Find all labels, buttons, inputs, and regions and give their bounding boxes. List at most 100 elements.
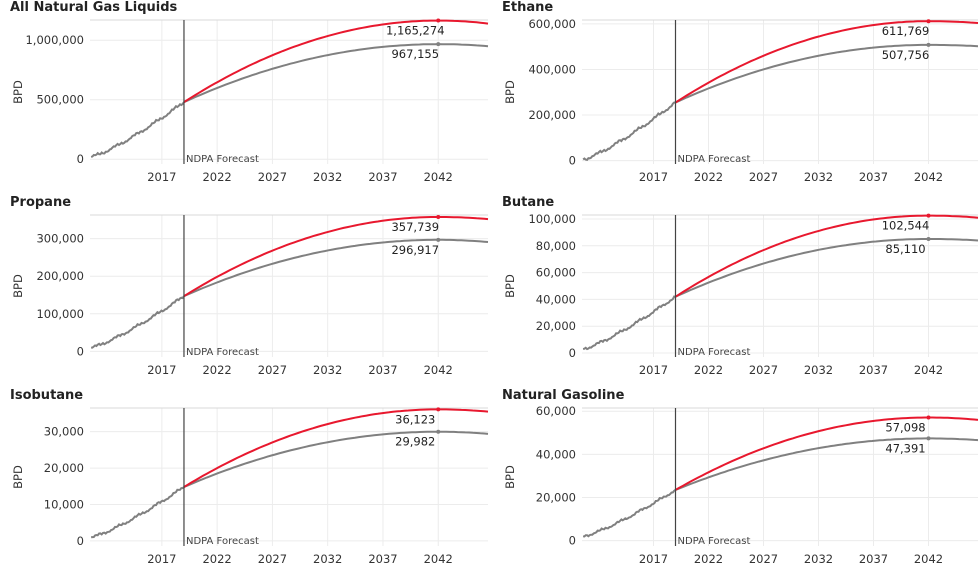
y-tick-label: 300,000 bbox=[36, 232, 84, 246]
peak-data-label: 102,544 bbox=[882, 219, 930, 233]
x-tick-label: 2042 bbox=[914, 363, 943, 377]
y-axis-label: BPD bbox=[503, 274, 517, 298]
chart-title: Natural Gasoline bbox=[502, 388, 625, 403]
x-tick-label: 2032 bbox=[313, 170, 342, 184]
y-tick-label: 0 bbox=[77, 344, 84, 358]
peak-data-label: 36,123 bbox=[395, 412, 435, 426]
peak-data-label: 357,739 bbox=[391, 220, 439, 234]
peak-data-label: 1,165,274 bbox=[386, 24, 445, 38]
peak-data-label: 47,391 bbox=[885, 441, 925, 455]
y-tick-label: 60,000 bbox=[536, 404, 576, 418]
x-tick-label: 2042 bbox=[914, 170, 943, 184]
x-tick-label: 2027 bbox=[749, 363, 778, 377]
y-tick-label: 30,000 bbox=[44, 425, 84, 439]
x-tick-label: 2017 bbox=[147, 363, 176, 377]
x-tick-label: 2032 bbox=[804, 170, 833, 184]
forecast-high-peak-point bbox=[926, 19, 931, 24]
history-line bbox=[582, 489, 677, 538]
chart-plot: 0 10,000 20,000 30,000 2017 2022 2027 2032 2037 2… bbox=[11, 407, 489, 566]
forecast-high-line bbox=[675, 416, 978, 491]
y-tick-label: 20,000 bbox=[536, 319, 576, 333]
x-tick-label: 2027 bbox=[749, 170, 778, 184]
forecast-high-line bbox=[674, 20, 978, 104]
x-tick-label: 2027 bbox=[749, 552, 778, 566]
chart-title: Propane bbox=[10, 195, 72, 210]
y-tick-label: 0 bbox=[77, 152, 84, 166]
x-tick-label: 2037 bbox=[859, 552, 888, 566]
peak-data-label: 85,110 bbox=[885, 242, 925, 256]
x-tick-label: 2022 bbox=[694, 363, 723, 377]
forecast-high-peak-point bbox=[436, 214, 441, 219]
y-tick-label: 100,000 bbox=[528, 212, 576, 226]
y-tick-label: 60,000 bbox=[536, 266, 576, 280]
x-tick-label: 2022 bbox=[202, 552, 231, 566]
y-axis-label: BPD bbox=[503, 465, 517, 489]
x-tick-label: 2037 bbox=[859, 363, 888, 377]
y-tick-label: 40,000 bbox=[536, 292, 576, 306]
x-tick-label: 2037 bbox=[859, 170, 888, 184]
chart-panel-all-ngl: All Natural Gas Liquids 0 500,000 1,000,00… bbox=[10, 0, 489, 192]
x-tick-label: 2042 bbox=[424, 552, 453, 566]
x-tick-label: 2017 bbox=[639, 363, 668, 377]
forecast-start-label: NDPA Forecast bbox=[678, 154, 751, 165]
forecast-start-label: NDPA Forecast bbox=[186, 154, 259, 165]
history-line bbox=[90, 486, 185, 539]
peak-data-label: 57,098 bbox=[885, 420, 925, 434]
y-tick-label: 600,000 bbox=[528, 17, 576, 31]
forecast-start-label: NDPA Forecast bbox=[186, 347, 259, 358]
peak-data-label: 611,769 bbox=[882, 24, 930, 38]
forecast-high-line bbox=[674, 214, 978, 298]
chart-plot: 0 20,000 40,000 60,000 2017 2022 2027 2032 2037 2… bbox=[503, 404, 978, 566]
y-tick-label: 20,000 bbox=[44, 461, 84, 475]
forecast-high-peak-point bbox=[926, 213, 931, 218]
chart-panel-natural-gasoline: Natural Gasoline 0 20,000 40,000 60,000 2017… bbox=[502, 388, 978, 574]
x-tick-label: 2017 bbox=[147, 170, 176, 184]
peak-data-label: 296,917 bbox=[391, 243, 439, 257]
x-tick-label: 2042 bbox=[424, 363, 453, 377]
forecast-base-line bbox=[183, 430, 489, 488]
x-tick-label: 2042 bbox=[914, 552, 943, 566]
forecast-base-peak-point bbox=[436, 429, 441, 434]
y-tick-label: 500,000 bbox=[36, 93, 84, 107]
chart-title: Butane bbox=[502, 195, 555, 210]
chart-panel-isobutane: Isobutane 0 10,000 20,000 30,000 2017 2022 202… bbox=[10, 388, 489, 574]
x-tick-label: 2027 bbox=[258, 363, 287, 377]
y-tick-label: 40,000 bbox=[536, 447, 576, 461]
x-tick-label: 2022 bbox=[202, 363, 231, 377]
forecast-high-line bbox=[183, 216, 489, 297]
y-tick-label: 400,000 bbox=[528, 62, 576, 76]
x-tick-label: 2042 bbox=[424, 170, 453, 184]
forecast-start-label: NDPA Forecast bbox=[678, 347, 751, 358]
chart-panel-propane: Propane 0 100,000 200,000 300,000 2017 2022 20… bbox=[10, 195, 489, 385]
chart-plot: 0 200,000 400,000 600,000 2017 2022 2027 2032 20… bbox=[503, 17, 978, 184]
forecast-base-peak-point bbox=[436, 42, 441, 47]
y-tick-label: 100,000 bbox=[36, 307, 84, 321]
forecast-base-line bbox=[183, 43, 489, 104]
x-tick-label: 2017 bbox=[639, 170, 668, 184]
forecast-start-label: NDPA Forecast bbox=[678, 536, 751, 547]
history-line bbox=[582, 295, 676, 351]
forecast-base-peak-point bbox=[926, 236, 931, 241]
history-line bbox=[90, 101, 185, 158]
forecast-base-peak-point bbox=[926, 42, 931, 47]
forecast-base-line bbox=[675, 437, 978, 491]
chart-title: All Natural Gas Liquids bbox=[10, 0, 178, 15]
x-tick-label: 2027 bbox=[258, 552, 287, 566]
chart-plot: 0 100,000 200,000 300,000 2017 2022 2027 2032 20… bbox=[11, 214, 489, 377]
y-tick-label: 80,000 bbox=[536, 239, 576, 253]
chart-plot: 0 20,000 40,000 60,000 80,000 100,000 2017 2022… bbox=[503, 212, 978, 377]
y-axis-label: BPD bbox=[11, 465, 25, 489]
forecast-high-peak-point bbox=[436, 407, 441, 412]
x-tick-label: 2017 bbox=[639, 552, 668, 566]
x-tick-label: 2022 bbox=[694, 552, 723, 566]
x-tick-label: 2022 bbox=[694, 170, 723, 184]
peak-data-label: 507,756 bbox=[882, 48, 930, 62]
y-axis-label: BPD bbox=[11, 80, 25, 104]
x-tick-label: 2017 bbox=[147, 552, 176, 566]
x-tick-label: 2037 bbox=[368, 552, 397, 566]
x-tick-label: 2032 bbox=[804, 363, 833, 377]
y-tick-label: 0 bbox=[77, 534, 84, 548]
chart-panel-butane: Butane 0 20,000 40,000 60,000 80,000 100,000 2… bbox=[502, 195, 978, 385]
y-tick-label: 0 bbox=[569, 534, 576, 548]
forecast-base-line bbox=[675, 43, 978, 104]
